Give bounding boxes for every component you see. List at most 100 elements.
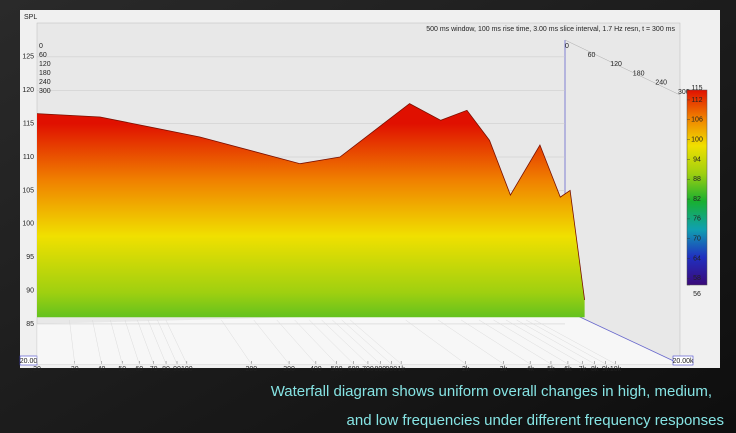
grid-line xyxy=(165,319,187,365)
colorbar-tick-label: 115 xyxy=(691,85,702,92)
colorbar-tick-label: 94 xyxy=(693,156,701,163)
y-axis-label: SPL xyxy=(24,14,37,21)
x-tick-label: 7k xyxy=(579,366,587,373)
xlim-label: 20.00 xyxy=(20,358,38,365)
x-tick-label: 400 xyxy=(310,366,322,373)
grid-line xyxy=(516,319,595,365)
time-tick-label: 120 xyxy=(39,61,51,68)
time-tick-label: 240 xyxy=(655,80,667,87)
time-tick-label: 0 xyxy=(39,43,43,50)
grid-line xyxy=(350,319,402,365)
colorbar-tick-label: 58 xyxy=(693,275,701,282)
x-tick-label: 2k xyxy=(462,366,470,373)
x-tick-label: 700 xyxy=(362,366,374,373)
y-tick-label: 95 xyxy=(26,254,34,261)
x-tick-label: 800 xyxy=(375,366,387,373)
caption: and low frequencies under different freq… xyxy=(347,412,724,429)
time-tick-label: 180 xyxy=(633,70,645,77)
y-tick-label: 115 xyxy=(23,120,34,127)
grid-line xyxy=(276,319,317,365)
grid-line xyxy=(253,319,290,365)
xlim-box xyxy=(672,355,694,366)
x-tick-label: 200 xyxy=(245,366,257,373)
grid-line xyxy=(124,319,140,365)
x-tick-label: 20 xyxy=(33,366,41,373)
x-tick-label: 10k xyxy=(610,366,622,373)
x-tick-label: 40 xyxy=(98,366,106,373)
x-tick-label: 300 xyxy=(283,366,295,373)
time-tick-label: 120 xyxy=(610,61,622,68)
grid-line xyxy=(221,319,252,365)
colorbar-tick-label: 76 xyxy=(693,216,701,223)
surface xyxy=(37,103,585,318)
colorbar-tick-label: 70 xyxy=(693,236,701,243)
y-tick-label: 120 xyxy=(22,87,34,94)
grid-line xyxy=(137,319,154,365)
x-tick-label: 70 xyxy=(150,366,158,373)
caption: Waterfall diagram shows uniform overall … xyxy=(271,383,712,400)
grid-line xyxy=(438,319,504,365)
x-tick-label: 80 xyxy=(162,366,170,373)
colorbar-tick-label: 106 xyxy=(691,117,703,124)
x-tick-label: 50 xyxy=(118,366,126,373)
grid-line xyxy=(92,319,102,365)
floor-edge xyxy=(564,309,681,365)
grid-line xyxy=(309,319,354,365)
colorbar xyxy=(686,89,708,286)
grid-line xyxy=(69,319,75,365)
surface-outline xyxy=(36,103,586,300)
y-tick-label: 110 xyxy=(23,154,34,161)
grid-line xyxy=(332,319,381,365)
grid-line xyxy=(341,319,392,365)
floor xyxy=(37,310,680,364)
colorbar-tick-label: 100 xyxy=(691,136,703,143)
x-tick-label: 60 xyxy=(135,366,143,373)
y-tick-label: 90 xyxy=(26,287,34,294)
grid-line xyxy=(478,319,552,365)
y-tick-label: 85 xyxy=(26,321,34,328)
x-tick-label: 5k xyxy=(547,366,555,373)
x-tick-label: 100 xyxy=(181,366,193,373)
colorbar-tick-label: 88 xyxy=(693,176,701,183)
wall-top-edge xyxy=(564,39,681,96)
time-tick-label: 0 xyxy=(565,43,569,50)
time-tick-label: 300 xyxy=(678,89,690,96)
grid-line xyxy=(505,319,583,365)
x-tick-label: 30 xyxy=(71,366,79,373)
grid-line xyxy=(534,319,616,365)
xlim-label: 20.00k xyxy=(672,358,694,365)
time-tick-label: 60 xyxy=(39,52,47,59)
x-tick-label: 8k xyxy=(591,366,599,373)
x-tick-label: 500 xyxy=(331,366,343,373)
grid-line xyxy=(493,319,569,365)
y-tick-label: 125 xyxy=(22,54,34,61)
grid-line xyxy=(525,319,606,365)
x-tick-label: 600 xyxy=(348,366,360,373)
grid-line xyxy=(294,319,337,365)
colorbar-tick-label: 82 xyxy=(693,196,701,203)
grid-line xyxy=(405,319,466,365)
colorbar-tick-label: 56 xyxy=(693,291,701,298)
x-tick-label: 3k xyxy=(500,366,508,373)
grid-line xyxy=(147,319,167,365)
grid-line xyxy=(461,319,531,365)
x-tick-label: 90 xyxy=(173,366,181,373)
x-tick-label: 900 xyxy=(385,366,397,373)
y-tick-label: 100 xyxy=(22,221,34,228)
time-tick-label: 60 xyxy=(588,52,596,59)
y-tick-label: 105 xyxy=(22,187,34,194)
time-tick-label: 300 xyxy=(39,88,51,95)
header: 500 ms window, 100 ms rise time, 3.00 ms… xyxy=(426,26,675,33)
colorbar-tick-label: 112 xyxy=(691,97,702,104)
time-tick-label: 240 xyxy=(39,79,51,86)
x-tick-label: 6k xyxy=(564,366,572,373)
x-tick-label: 4k xyxy=(526,366,534,373)
grid-line xyxy=(321,319,369,365)
colorbar-tick-label: 64 xyxy=(693,255,701,262)
grid-line xyxy=(157,319,178,365)
grid-line xyxy=(110,319,123,365)
x-tick-label: 1k xyxy=(397,366,405,373)
time-tick-label: 180 xyxy=(39,70,51,77)
x-tick-label: 9k xyxy=(602,366,610,373)
